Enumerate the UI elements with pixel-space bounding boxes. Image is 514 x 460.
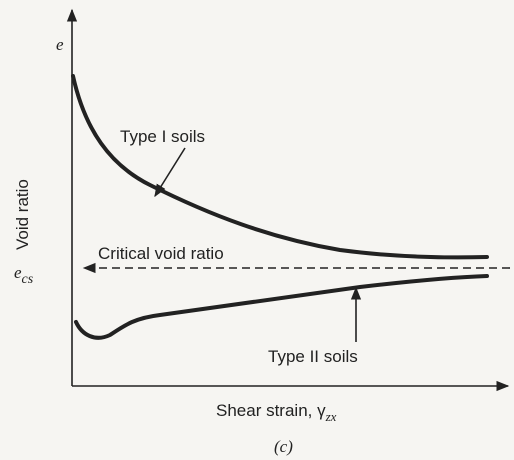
caption: (c) xyxy=(274,437,293,456)
type-i-curve xyxy=(71,74,489,260)
y-label: Void ratio xyxy=(13,179,32,250)
critical-symbol: ecs xyxy=(14,263,34,287)
x-label-subscript: zx xyxy=(325,409,337,424)
type-ii-curve xyxy=(74,274,489,340)
y-symbol: e xyxy=(56,35,64,54)
type-i-label: Type I soils xyxy=(120,127,205,146)
type-ii-label: Type II soils xyxy=(268,347,358,366)
x-label-text: Shear strain, γ xyxy=(216,401,326,420)
x-label: Shear strain, γzx xyxy=(216,401,337,424)
subscript: cs xyxy=(22,272,34,287)
symbol: e xyxy=(14,263,22,282)
critical-label: Critical void ratio xyxy=(98,244,224,263)
type-i-pointer xyxy=(154,147,186,198)
